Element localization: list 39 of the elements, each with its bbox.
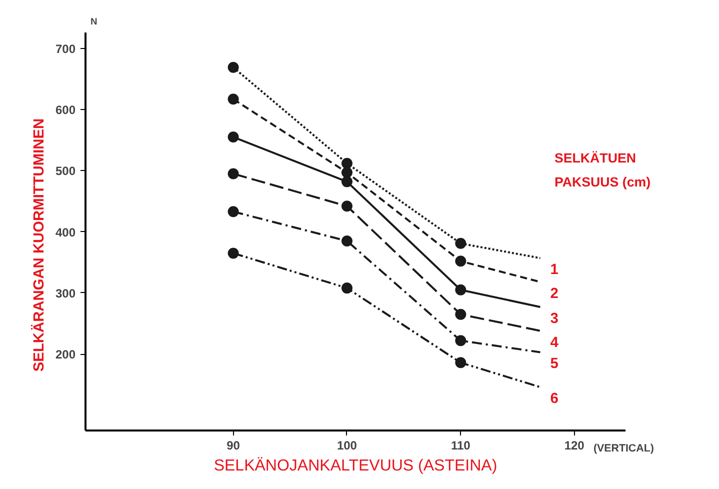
point bbox=[341, 176, 352, 188]
point bbox=[455, 308, 466, 320]
point bbox=[341, 282, 352, 294]
series-label: 2 bbox=[550, 286, 558, 302]
point bbox=[341, 167, 352, 178]
point bbox=[228, 248, 239, 259]
point bbox=[455, 284, 466, 296]
point bbox=[228, 206, 239, 218]
point bbox=[455, 238, 466, 249]
point bbox=[228, 132, 239, 143]
series-label: 4 bbox=[550, 334, 560, 351]
point bbox=[228, 94, 239, 105]
point bbox=[341, 235, 352, 246]
series-label: 1 bbox=[550, 262, 558, 278]
y-tick-label: 400 bbox=[55, 225, 76, 240]
x-tick-label: 120 bbox=[564, 438, 585, 452]
x-tick-label: 90 bbox=[226, 438, 240, 452]
series-label: 6 bbox=[550, 391, 558, 408]
point bbox=[228, 168, 239, 180]
y-tick-label: 500 bbox=[55, 164, 76, 178]
x-axis-title: SELKÄNOJANKALTEVUUS (ASTEINA) bbox=[214, 456, 498, 474]
point bbox=[341, 200, 352, 212]
y-tick-label: 300 bbox=[55, 286, 76, 300]
y-tick-label: 700 bbox=[55, 42, 76, 56]
x-tick-label: 100 bbox=[336, 438, 358, 452]
text: N bbox=[90, 16, 98, 26]
point bbox=[455, 335, 466, 346]
series-label: 3 bbox=[550, 311, 558, 328]
point bbox=[228, 62, 239, 73]
legend-title: SELKÄTUEN PAKSUUS (cm) bbox=[554, 150, 651, 190]
text: (VERTICAL) bbox=[594, 442, 654, 454]
x-tick-label: 110 bbox=[450, 438, 471, 452]
point bbox=[341, 158, 352, 169]
y-tick-label: 600 bbox=[55, 103, 76, 118]
y-tick-label: 200 bbox=[55, 348, 76, 362]
series-label: 5 bbox=[550, 356, 558, 372]
point bbox=[455, 256, 466, 267]
y-axis-title: SELKÄRANGAN KUORMITTUMINEN bbox=[30, 118, 48, 372]
point bbox=[455, 357, 466, 368]
